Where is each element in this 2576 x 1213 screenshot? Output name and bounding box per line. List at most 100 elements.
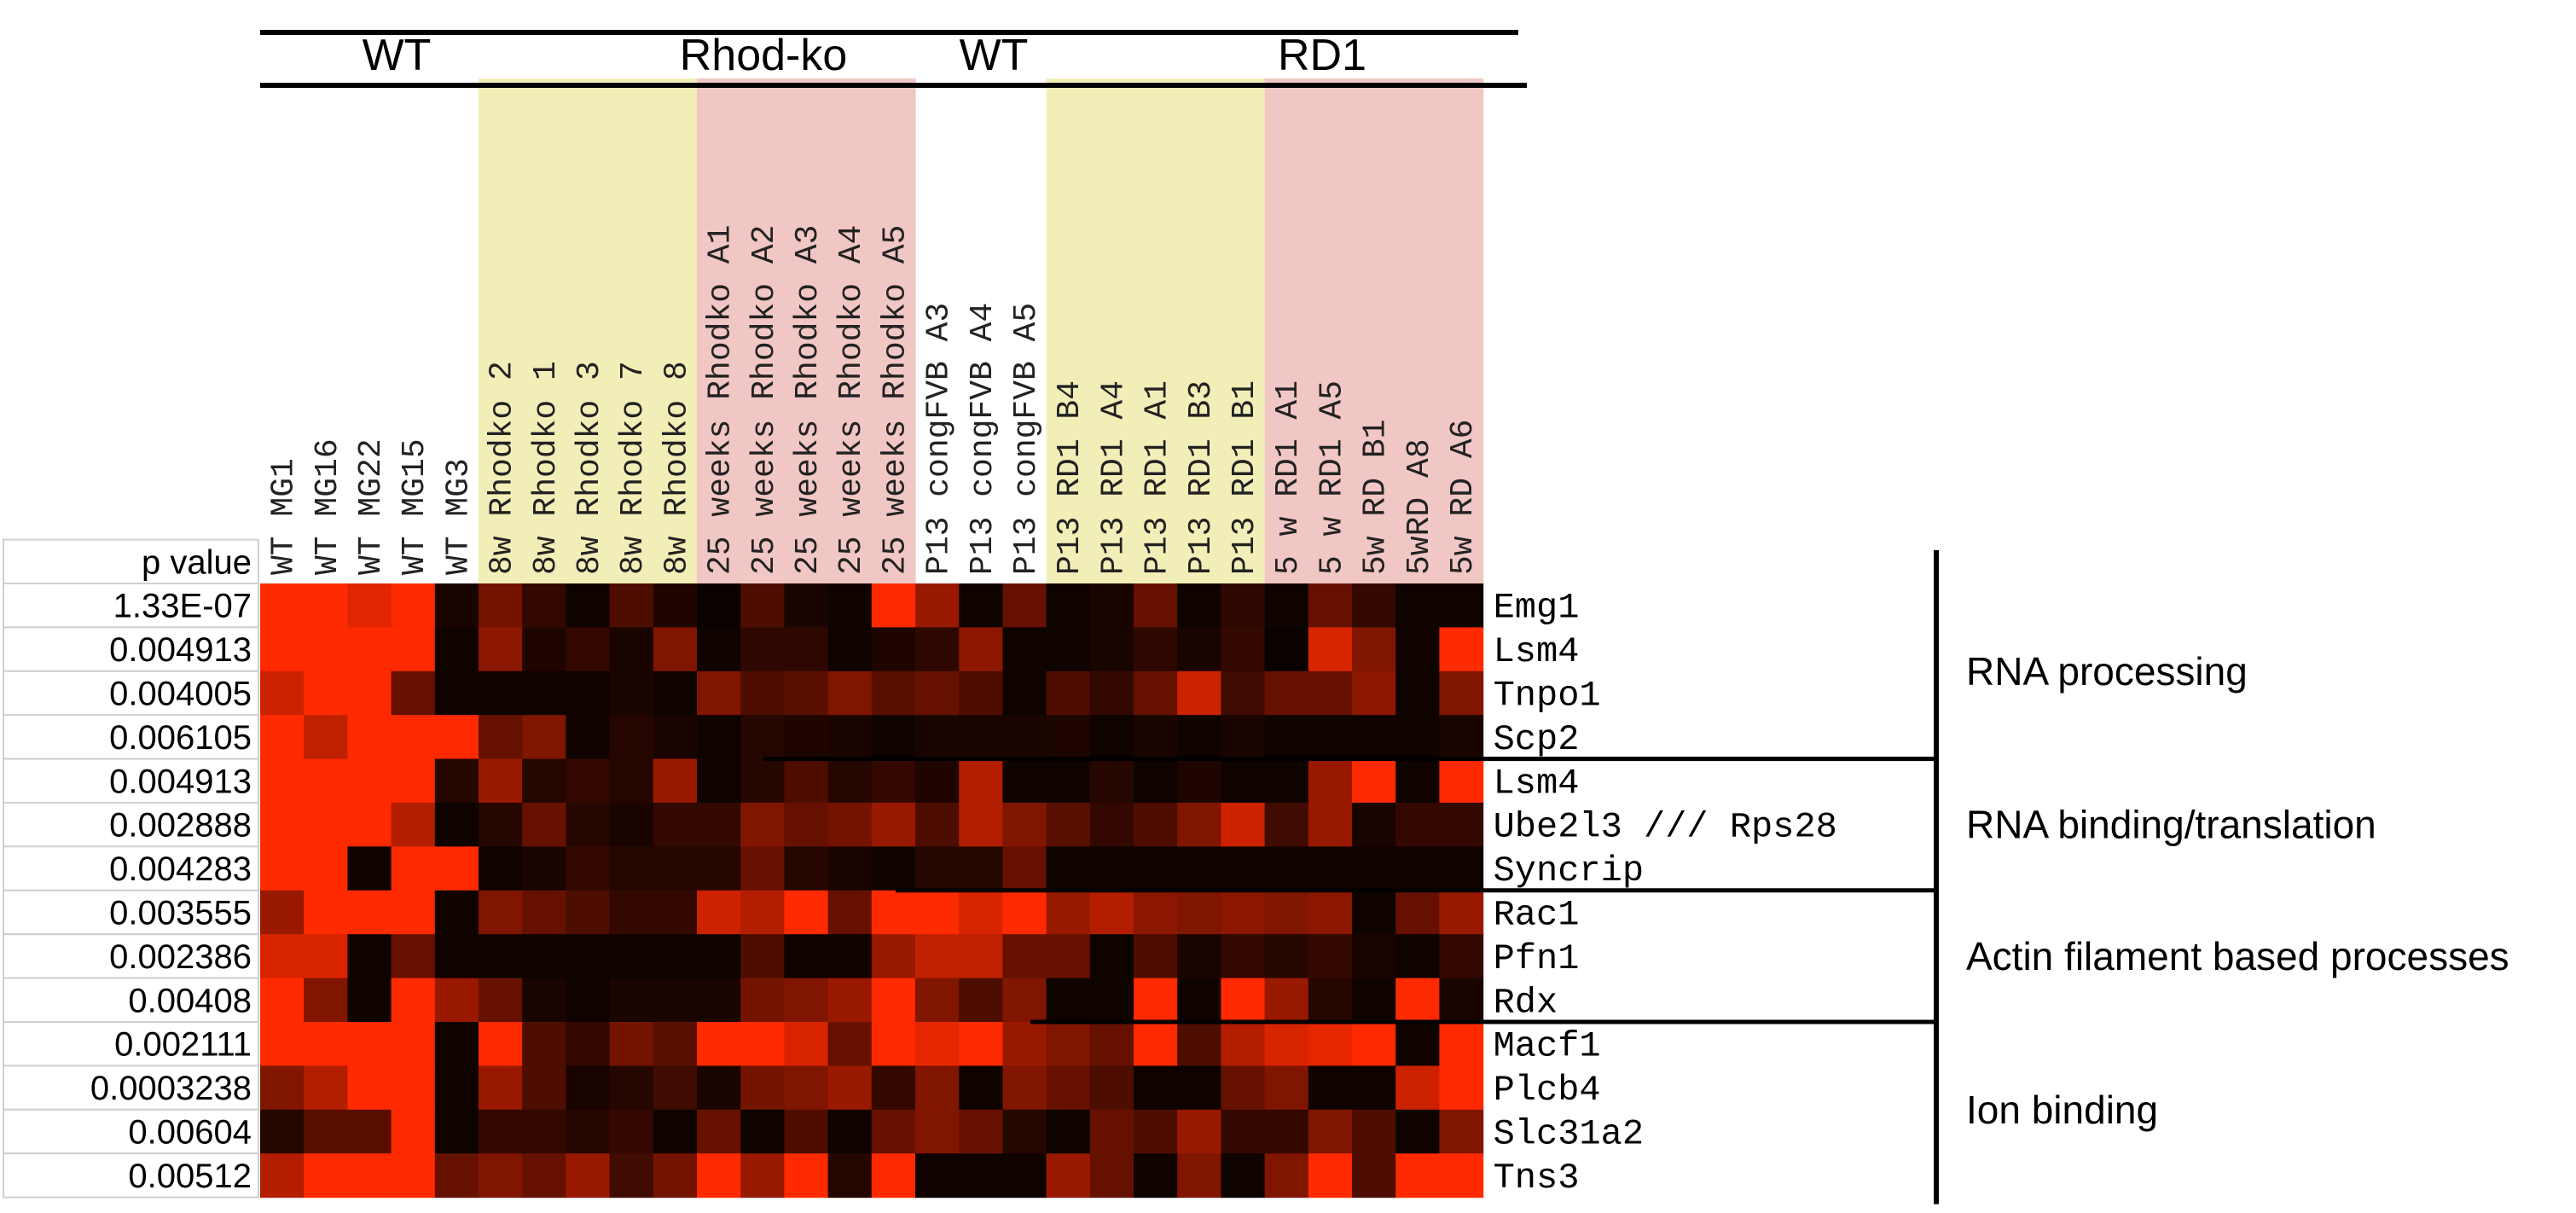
heatmap-cell: [479, 803, 523, 847]
heatmap-cell: [609, 803, 654, 847]
p-value: 0.00512: [128, 1158, 252, 1195]
heatmap-cell: [566, 934, 611, 979]
category-annotations: RNA processing RNA binding/translation Act…: [763, 550, 2509, 1204]
heatmap-cell: [1046, 670, 1091, 716]
band-yellow-col-22: [1221, 78, 1266, 583]
heatmap-cell: [959, 934, 1003, 979]
group-label-wt-1: WT: [363, 31, 432, 80]
heatmap-cell: [784, 758, 829, 804]
heatmap-cell: [434, 803, 479, 847]
heatmap-cell: [347, 583, 392, 628]
heatmap-cell: [784, 670, 829, 716]
heatmap-cell: [653, 846, 698, 891]
heatmap-cell: [740, 583, 785, 628]
heatmap-cell: [1221, 758, 1266, 804]
heatmap-cell: [304, 1065, 348, 1111]
heatmap-cell: [1177, 583, 1221, 628]
heatmap-cell: [304, 934, 348, 979]
band-yellow-col-7: [566, 78, 611, 583]
heatmap-cell: [522, 715, 566, 760]
heatmap-cell: [1439, 715, 1484, 760]
column-label: 25 weeks Rhodko A1: [703, 225, 740, 575]
heatmap-cell: [915, 978, 960, 1023]
heatmap-cell: [959, 803, 1003, 847]
heatmap-cell: [1395, 1065, 1440, 1111]
heatmap-cell: [347, 758, 392, 804]
heatmap-cell: [1002, 978, 1047, 1023]
column-label: WT MG15: [397, 438, 433, 575]
heatmap-cell: [1046, 846, 1091, 891]
heatmap-cell: [653, 803, 698, 847]
heatmap-cell: [1177, 978, 1221, 1023]
heatmap-cell: [1177, 890, 1221, 935]
column-label: 8w Rhodko 3: [571, 361, 608, 575]
heatmap-cell: [959, 1109, 1003, 1154]
heatmap-cell: [1002, 758, 1047, 804]
heatmap-cell: [522, 1153, 566, 1198]
group-label-wt-2: WT: [960, 31, 1029, 80]
heatmap-cell: [391, 1022, 436, 1066]
heatmap-cell: [1134, 934, 1178, 979]
heatmap-cell: [1395, 1022, 1440, 1066]
heatmap-cell: [479, 934, 523, 979]
heatmap-cell: [479, 890, 523, 935]
heatmap-cell: [304, 803, 348, 847]
heatmap-cell: [347, 890, 392, 935]
heatmap-cell: [827, 934, 873, 979]
heatmap-cell: [871, 583, 916, 628]
heatmap-cell: [1439, 758, 1484, 804]
group-label-rd1: RD1: [1278, 31, 1366, 80]
heatmap-cell: [1352, 1065, 1396, 1111]
heatmap-cell: [304, 627, 348, 672]
heatmap-cell: [827, 715, 873, 760]
p-value-cell: [3, 802, 259, 848]
heatmap-cell: [479, 583, 523, 628]
p-value-cell: [3, 626, 259, 672]
band-yellow-col-5: [479, 78, 523, 583]
p-value: 0.0003238: [90, 1070, 252, 1107]
heatmap-cell: [1264, 583, 1309, 628]
heatmap-cell: [434, 715, 479, 760]
heatmap-cell: [871, 803, 916, 847]
heatmap-cell: [566, 1109, 611, 1154]
heatmap-cell: [871, 1022, 916, 1066]
p-value-cell: [3, 1065, 259, 1111]
heatmap-cell: [871, 846, 916, 891]
heatmap-cell: [827, 1153, 873, 1198]
heatmap-cell: [434, 1065, 479, 1111]
heatmap-cell: [871, 890, 916, 935]
heatmap-cell: [697, 1109, 741, 1154]
heatmap-cell: [1002, 890, 1047, 935]
heatmap-cell: [959, 583, 1003, 628]
band-pink-col-24: [1308, 78, 1353, 583]
heatmap-cell: [1308, 846, 1353, 891]
heatmap-cell: [304, 670, 348, 716]
heatmap-cell: [1395, 978, 1440, 1023]
heatmap-cell: [1221, 978, 1266, 1023]
heatmap-cell: [1134, 803, 1178, 847]
band-pink-col-12: [784, 78, 829, 583]
heatmap-cell: [391, 934, 436, 979]
p-value-cell: [3, 933, 259, 979]
column-label: 8w Rhodko 7: [615, 361, 652, 575]
heatmap-cell: [260, 803, 305, 847]
heatmap-cell: [260, 627, 305, 672]
heatmap-cell: [566, 1022, 611, 1066]
heatmap-cell: [1089, 846, 1134, 891]
heatmap-cell: [347, 670, 392, 716]
heatmap-cell: [1002, 627, 1047, 672]
heatmap-cell: [1308, 715, 1353, 760]
heatmap-cell: [391, 1065, 436, 1111]
band-pink-col-11: [740, 78, 785, 583]
heatmap-cell: [697, 1022, 741, 1066]
gene-label: Rac1: [1494, 895, 1580, 936]
heatmap-cell: [1395, 715, 1440, 760]
heatmap-cell: [740, 1153, 785, 1198]
heatmap-cell: [1134, 1065, 1178, 1111]
gene-label: Scp2: [1494, 719, 1580, 760]
heatmap-cell: [1264, 846, 1309, 891]
heatmap-cell: [1177, 758, 1221, 804]
gene-label: Plcb4: [1494, 1070, 1601, 1111]
heatmap-cell: [653, 670, 698, 716]
